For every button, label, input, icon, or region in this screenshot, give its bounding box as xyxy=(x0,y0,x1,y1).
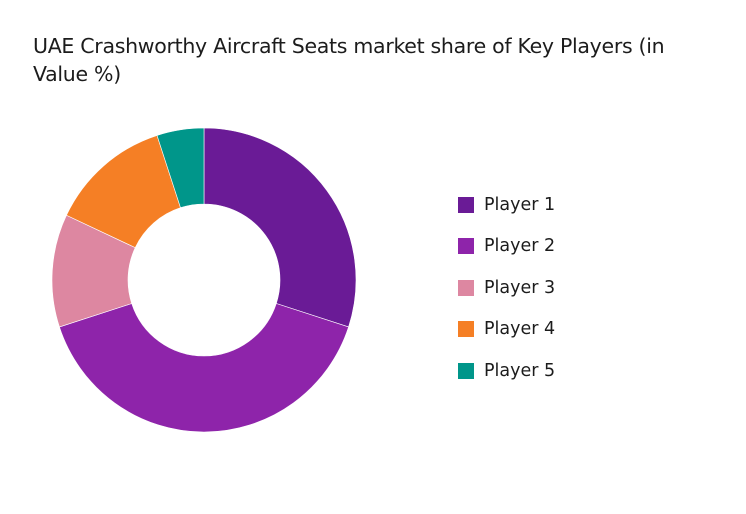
legend-swatch-player-2 xyxy=(458,238,474,255)
legend-item-player-3: Player 3 xyxy=(458,267,555,309)
legend-label: Player 3 xyxy=(484,277,556,298)
legend: Player 1 Player 2 Player 3 Player 4 Play… xyxy=(458,184,555,392)
slice-player-5 xyxy=(156,127,205,209)
legend-item-player-1: Player 1 xyxy=(458,184,555,226)
legend-item-player-5: Player 5 xyxy=(458,350,555,392)
legend-label: Player 4 xyxy=(484,319,556,340)
legend-swatch-player-1 xyxy=(458,196,474,213)
chart-title: UAE Crashworthy Aircraft Seats market sh… xyxy=(33,34,665,86)
legend-swatch-player-4 xyxy=(458,321,474,338)
legend-item-player-4: Player 4 xyxy=(458,309,555,351)
legend-label: Player 1 xyxy=(484,194,556,215)
legend-label: Player 2 xyxy=(484,236,556,257)
legend-label: Player 5 xyxy=(484,360,556,381)
legend-swatch-player-5 xyxy=(458,362,474,379)
legend-swatch-player-3 xyxy=(458,279,474,296)
slice-player-1 xyxy=(203,127,357,328)
slice-player-2 xyxy=(59,303,349,433)
legend-item-player-2: Player 2 xyxy=(458,226,555,268)
donut-slices xyxy=(51,127,357,433)
